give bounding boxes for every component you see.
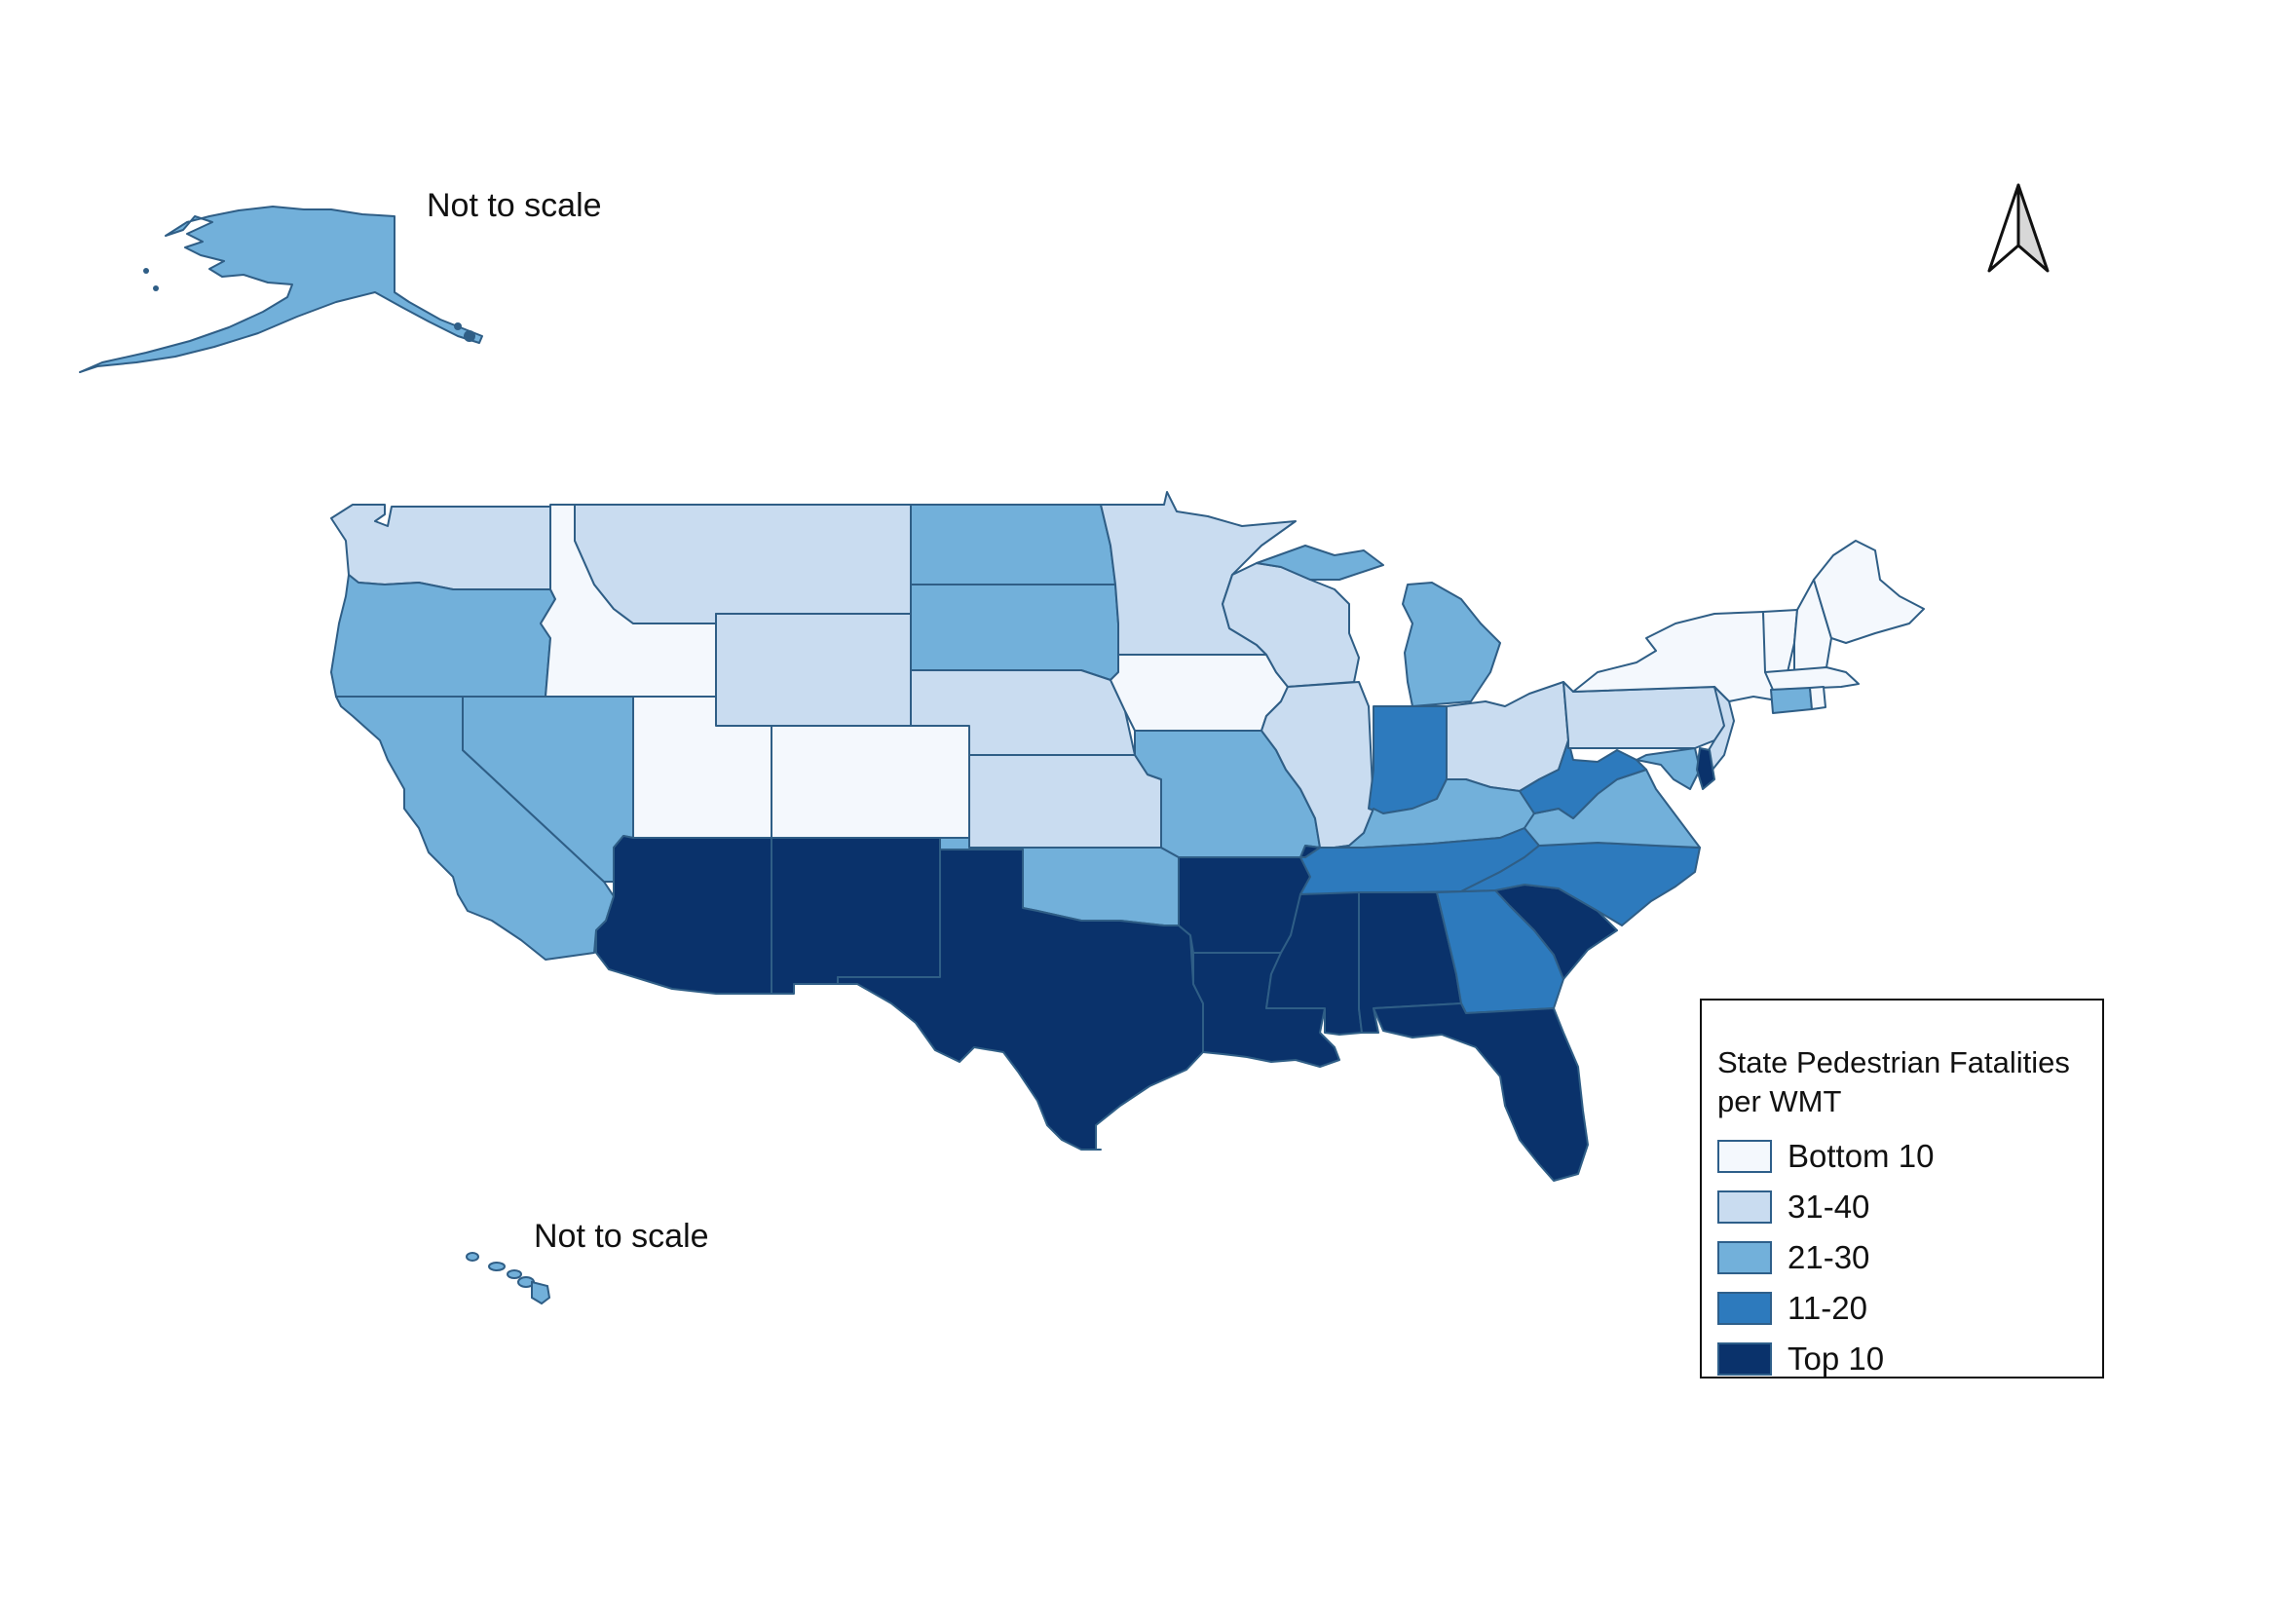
state-iowa — [1110, 654, 1289, 732]
state-kansas — [968, 754, 1162, 849]
legend-label: Bottom 10 — [1788, 1138, 1935, 1174]
state-washington — [330, 504, 551, 590]
state-rhode-island — [1809, 686, 1826, 710]
legend-swatch — [1717, 1342, 1772, 1376]
state-delaware — [1696, 747, 1715, 790]
state-florida — [1373, 1002, 1589, 1182]
north-arrow-icon — [1987, 183, 2050, 273]
legend-label: 21-30 — [1788, 1239, 1870, 1275]
state-maryland — [1636, 747, 1701, 790]
legend-swatch — [1717, 1241, 1772, 1274]
legend-swatch — [1717, 1190, 1772, 1224]
state-massachusetts — [1764, 666, 1860, 691]
state-alaska — [79, 206, 483, 373]
legend-item: 31-40 — [1717, 1182, 2102, 1232]
legend-swatch — [1717, 1292, 1772, 1325]
legend-title: State Pedestrian Fatalities per WMT — [1717, 1045, 2070, 1118]
legend-label: Top 10 — [1788, 1341, 1885, 1377]
legend-swatch — [1717, 1140, 1772, 1173]
map-legend: State Pedestrian Fatalities per WMT Bott… — [1700, 999, 2104, 1379]
state-wyoming — [715, 613, 912, 727]
state-maine — [1813, 540, 1925, 644]
legend-item: Bottom 10 — [1717, 1131, 2102, 1182]
alaska-not-to-scale-label: Not to scale — [427, 187, 602, 224]
legend-item: Top 10 — [1717, 1334, 2102, 1384]
legend-label: 11-20 — [1788, 1290, 1867, 1326]
state-montana — [574, 504, 912, 624]
legend-label: 31-40 — [1788, 1189, 1870, 1225]
state-michigan — [1256, 545, 1501, 707]
state-new-york — [1572, 611, 1784, 702]
state-vermont — [1762, 609, 1798, 673]
state-oregon — [330, 574, 556, 698]
state-south-dakota — [910, 584, 1119, 681]
state-arizona — [595, 835, 772, 995]
state-north-carolina — [1460, 842, 1701, 926]
state-new-mexico — [771, 837, 941, 995]
state-north-dakota — [910, 504, 1116, 585]
state-hawaii — [466, 1252, 551, 1305]
hawaii-not-to-scale-label: Not to scale — [534, 1218, 709, 1255]
state-illinois — [1261, 681, 1374, 849]
state-texas — [837, 849, 1204, 1151]
state-connecticut — [1770, 687, 1813, 714]
state-california — [335, 696, 615, 961]
state-colorado — [771, 725, 970, 839]
legend-item: 21-30 — [1717, 1232, 2102, 1283]
legend-item: 11-20 — [1717, 1283, 2102, 1334]
state-indiana — [1368, 705, 1448, 814]
